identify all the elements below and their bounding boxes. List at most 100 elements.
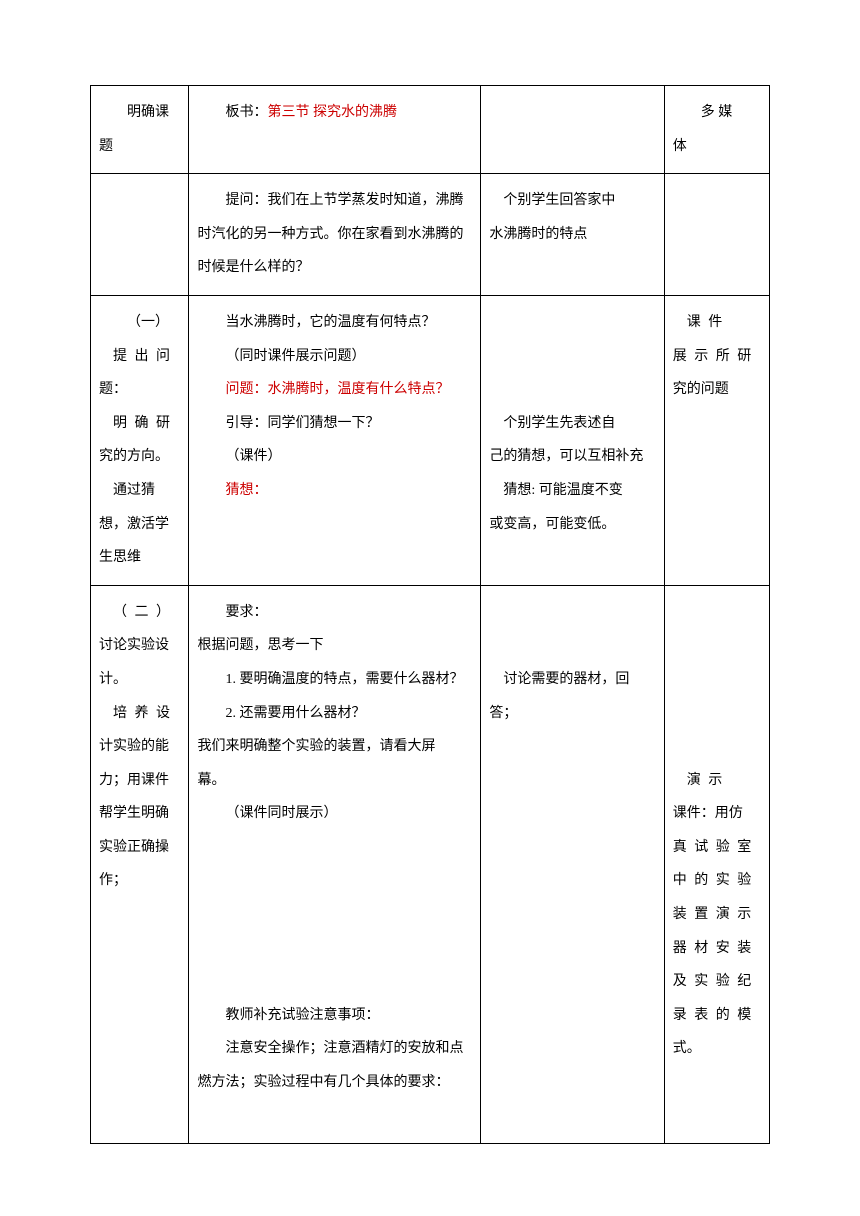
text: 式。 bbox=[673, 1032, 761, 1066]
text-red: 猜想： bbox=[197, 474, 472, 508]
cell-objective: （一） 提 出 问 题： 明 确 研 究的方向。 通过猜 想，激活学 生思维 bbox=[91, 295, 189, 585]
text: 演 示 bbox=[673, 764, 761, 798]
text: 真 试 验 室 bbox=[673, 831, 761, 865]
text: 个别学生回答家中 bbox=[489, 184, 655, 218]
cell-student-activity: 讨论需要的器材，回 答； bbox=[481, 585, 664, 1144]
text: 想，激活学 bbox=[99, 508, 180, 542]
text: 实验正确操 bbox=[99, 831, 180, 865]
text: 引导：同学们猜想一下？ bbox=[197, 407, 472, 441]
text: 录 表 的 模 bbox=[673, 999, 761, 1033]
text: 计。 bbox=[99, 663, 180, 697]
text: 教师补充试验注意事项： bbox=[197, 999, 472, 1033]
text: 根据问题，思考一下 bbox=[197, 629, 472, 663]
text: 讨论实验设 bbox=[99, 629, 180, 663]
text: （课件同时展示） bbox=[197, 797, 472, 831]
cell-teacher-activity: 当水沸腾时，它的温度有何特点？ （同时课件展示问题） 问题：水沸腾时，温度有什么… bbox=[189, 295, 481, 585]
text: （同时课件展示问题） bbox=[197, 340, 472, 374]
text: （课件） bbox=[197, 440, 472, 474]
text: 提问：我们在上节学蒸发时知道，沸腾 bbox=[197, 184, 472, 218]
spacer bbox=[197, 864, 472, 898]
text: 时候是什么样的？ bbox=[197, 251, 472, 285]
text: 课件：用仿 bbox=[673, 797, 761, 831]
text: 时汽化的另一种方式。你在家看到水沸腾的 bbox=[197, 218, 472, 252]
text: 要求： bbox=[197, 596, 472, 630]
spacer bbox=[197, 932, 472, 966]
text: 2. 还需要用什么器材？ bbox=[197, 697, 472, 731]
text: 题： bbox=[99, 373, 180, 407]
text: 或变高，可能变低。 bbox=[489, 508, 655, 542]
text: （ 二 ） bbox=[99, 596, 180, 630]
text: 讨论需要的器材，回 bbox=[489, 663, 655, 697]
spacer bbox=[673, 596, 761, 630]
text: 1. 要明确温度的特点，需要什么器材？ bbox=[197, 663, 472, 697]
text: 装 置 演 示 bbox=[673, 898, 761, 932]
text: 及 实 验 纪 bbox=[673, 965, 761, 999]
text: 明确课 bbox=[99, 96, 180, 130]
text: 答； bbox=[489, 697, 655, 731]
table-row: （ 二 ） 讨论实验设 计。 培 养 设 计实验的能 力；用课件 帮学生明确 实… bbox=[91, 585, 770, 1144]
text: 猜想: 可能温度不变 bbox=[489, 474, 655, 508]
cell-objective bbox=[91, 174, 189, 296]
text: 帮学生明确 bbox=[99, 797, 180, 831]
text-prefix: 板书： bbox=[225, 105, 267, 120]
text-red: 问题：水沸腾时，温度有什么特点？ bbox=[197, 373, 472, 407]
table-row: 明确课 题 板书：第三节 探究水的沸腾 多 媒 体 bbox=[91, 86, 770, 174]
spacer bbox=[489, 306, 655, 340]
spacer bbox=[673, 730, 761, 764]
text: 中 的 实 验 bbox=[673, 864, 761, 898]
table-row: 提问：我们在上节学蒸发时知道，沸腾 时汽化的另一种方式。你在家看到水沸腾的 时候… bbox=[91, 174, 770, 296]
spacer bbox=[197, 1100, 472, 1134]
text: 通过猜 bbox=[99, 474, 180, 508]
text: 展 示 所 研 bbox=[673, 340, 761, 374]
table-row: （一） 提 出 问 题： 明 确 研 究的方向。 通过猜 想，激活学 生思维 当… bbox=[91, 295, 770, 585]
text: 计实验的能 bbox=[99, 730, 180, 764]
spacer bbox=[673, 663, 761, 697]
cell-student-activity bbox=[481, 86, 664, 174]
spacer bbox=[197, 831, 472, 865]
text: 作； bbox=[99, 864, 180, 898]
text: 力；用课件 bbox=[99, 764, 180, 798]
text: 培 养 设 bbox=[99, 697, 180, 731]
cell-teacher-activity: 提问：我们在上节学蒸发时知道，沸腾 时汽化的另一种方式。你在家看到水沸腾的 时候… bbox=[189, 174, 481, 296]
spacer bbox=[673, 629, 761, 663]
text: 注意安全操作；注意酒精灯的安放和点 bbox=[197, 1032, 472, 1066]
cell-media bbox=[664, 174, 769, 296]
spacer bbox=[489, 596, 655, 630]
text: 明 确 研 bbox=[99, 407, 180, 441]
text: 燃方法；实验过程中有几个具体的要求： bbox=[197, 1066, 472, 1100]
text: 水沸腾时的特点 bbox=[489, 218, 655, 252]
cell-objective: 明确课 题 bbox=[91, 86, 189, 174]
text: 器 材 安 装 bbox=[673, 932, 761, 966]
cell-objective: （ 二 ） 讨论实验设 计。 培 养 设 计实验的能 力；用课件 帮学生明确 实… bbox=[91, 585, 189, 1144]
text: 多 媒 bbox=[673, 96, 761, 130]
cell-media: 课 件 展 示 所 研 究的问题 bbox=[664, 295, 769, 585]
spacer bbox=[197, 965, 472, 999]
cell-teacher-activity: 要求： 根据问题，思考一下 1. 要明确温度的特点，需要什么器材？ 2. 还需要… bbox=[189, 585, 481, 1144]
text: 题 bbox=[99, 130, 180, 164]
text: （一） bbox=[99, 306, 180, 340]
text: 个别学生先表述自 bbox=[489, 407, 655, 441]
text: 究的问题 bbox=[673, 373, 761, 407]
cell-student-activity: 个别学生先表述自 己的猜想，可以互相补充 猜想: 可能温度不变 或变高，可能变低… bbox=[481, 295, 664, 585]
spacer bbox=[673, 697, 761, 731]
spacer bbox=[197, 898, 472, 932]
text: 己的猜想，可以互相补充 bbox=[489, 440, 655, 474]
text: 板书：第三节 探究水的沸腾 bbox=[197, 96, 472, 130]
text: 幕。 bbox=[197, 764, 472, 798]
text: 当水沸腾时，它的温度有何特点？ bbox=[197, 306, 472, 340]
cell-teacher-activity: 板书：第三节 探究水的沸腾 bbox=[189, 86, 481, 174]
text: 生思维 bbox=[99, 541, 180, 575]
spacer bbox=[489, 629, 655, 663]
text: 课 件 bbox=[673, 306, 761, 340]
text-red: 第三节 探究水的沸腾 bbox=[267, 105, 397, 120]
text: 提 出 问 bbox=[99, 340, 180, 374]
spacer bbox=[489, 340, 655, 374]
spacer bbox=[489, 373, 655, 407]
text: 究的方向。 bbox=[99, 440, 180, 474]
cell-media: 演 示 课件：用仿 真 试 验 室 中 的 实 验 装 置 演 示 器 材 安 … bbox=[664, 585, 769, 1144]
cell-student-activity: 个别学生回答家中 水沸腾时的特点 bbox=[481, 174, 664, 296]
text: 我们来明确整个实验的装置，请看大屏 bbox=[197, 730, 472, 764]
text: 体 bbox=[673, 130, 761, 164]
lesson-plan-table: 明确课 题 板书：第三节 探究水的沸腾 多 媒 体 提问：我们在上节学蒸发时知道… bbox=[90, 85, 770, 1144]
cell-media: 多 媒 体 bbox=[664, 86, 769, 174]
